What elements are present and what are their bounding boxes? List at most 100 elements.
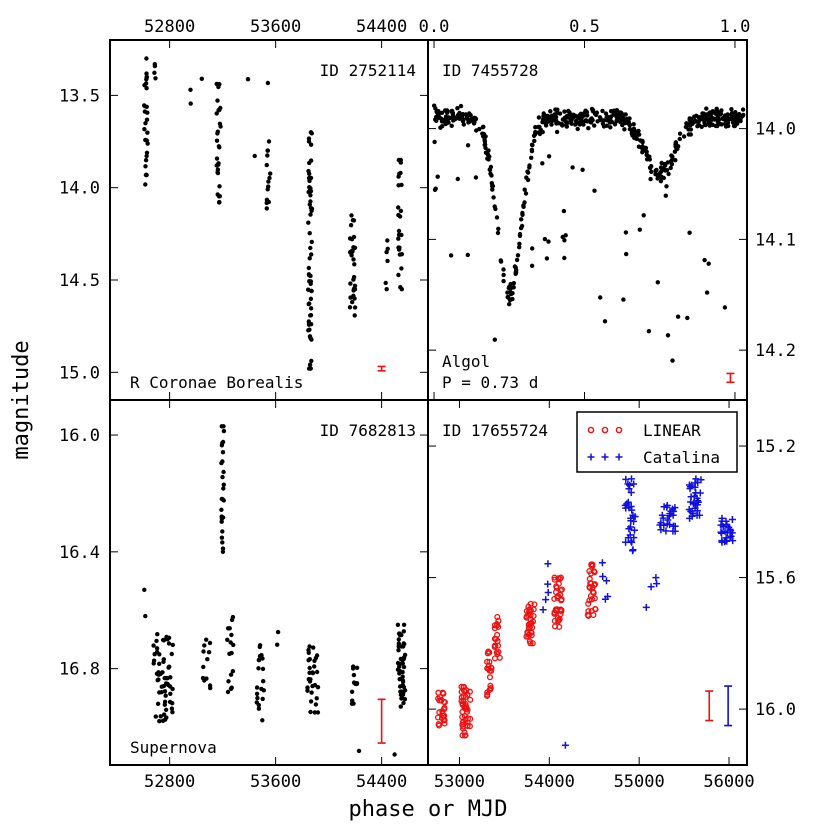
linear-point: [584, 611, 591, 619]
data-point: [257, 644, 262, 650]
data-point: [399, 182, 404, 188]
data-point: [688, 118, 693, 124]
data-point: [306, 328, 311, 333]
data-point: [646, 329, 652, 334]
legend-marker: [615, 453, 623, 461]
legend-marker: [601, 453, 609, 461]
data-point: [668, 165, 673, 171]
data-point: [268, 171, 273, 176]
catalina-point: [687, 507, 695, 515]
data-point: [687, 230, 692, 235]
data-point: [546, 239, 551, 244]
data-point: [455, 176, 460, 182]
data-point: [662, 163, 668, 168]
data-point: [308, 709, 313, 715]
data-point: [169, 706, 175, 711]
data-point: [306, 319, 311, 324]
data-point: [351, 277, 356, 282]
linear-point: [441, 717, 448, 724]
linear-point: [484, 692, 491, 699]
data-point: [220, 529, 225, 534]
data-point: [658, 179, 664, 184]
data-point: [166, 665, 171, 670]
x-tick-label: 54400: [356, 17, 407, 37]
data-point: [157, 719, 162, 724]
data-point: [573, 118, 579, 124]
data-point: [644, 157, 650, 162]
data-point: [731, 123, 737, 129]
data-point: [256, 666, 261, 671]
panel-id-label: ID 7682813: [320, 421, 416, 440]
data-point: [310, 670, 316, 676]
panel-bottom-left: 52800 53600 54400 16.0 16.4 16.8 ID 7682813 Sup…: [59, 399, 429, 792]
linear-point: [558, 608, 565, 615]
data-point: [396, 245, 401, 250]
legend: LINEAR Catalina: [576, 411, 738, 473]
data-point: [623, 230, 629, 235]
data-point: [163, 675, 169, 681]
data-point: [261, 688, 266, 693]
data-point: [622, 127, 627, 132]
data-point: [166, 641, 172, 646]
data-point: [144, 75, 150, 80]
data-point: [351, 218, 357, 223]
legend-label: Catalina: [643, 448, 720, 467]
data-point: [385, 246, 390, 251]
data-point: [306, 220, 311, 225]
catalina-point: [647, 583, 655, 591]
points-bottom-left: [142, 424, 408, 757]
data-point: [221, 482, 226, 487]
legend-label: LINEAR: [643, 421, 701, 440]
data-point: [494, 215, 500, 220]
data-point: [220, 540, 225, 545]
data-point: [649, 169, 654, 174]
data-point: [604, 118, 610, 123]
data-point: [401, 700, 406, 706]
data-point: [143, 81, 149, 86]
data-point: [644, 152, 650, 158]
data-point: [460, 119, 466, 124]
data-point: [557, 111, 563, 116]
linear-point: [440, 690, 447, 697]
linear-point: [486, 674, 494, 681]
data-point: [530, 246, 535, 251]
linear-point: [464, 691, 471, 698]
data-point: [592, 123, 597, 128]
data-point: [306, 650, 311, 655]
y-tick-label: 15.6: [755, 569, 796, 589]
catalina-point: [665, 512, 673, 520]
data-point: [432, 139, 437, 145]
data-point: [221, 469, 226, 475]
data-point: [261, 679, 266, 684]
data-point: [521, 204, 526, 209]
data-point: [695, 124, 700, 129]
data-point: [467, 119, 473, 124]
data-point: [396, 174, 401, 179]
data-point: [623, 112, 628, 117]
data-point: [307, 231, 312, 236]
data-point: [601, 124, 607, 129]
data-point: [496, 226, 501, 231]
data-point: [397, 684, 403, 689]
data-point: [254, 691, 260, 696]
linear-point: [585, 600, 592, 607]
data-point: [715, 111, 721, 116]
catalina-point: [652, 574, 660, 582]
data-point: [399, 266, 404, 271]
data-point: [228, 686, 234, 691]
data-point: [514, 257, 520, 263]
linear-point: [591, 595, 598, 602]
data-point: [457, 111, 462, 116]
linear-point: [554, 593, 561, 600]
data-point: [637, 227, 642, 232]
data-point: [154, 638, 159, 644]
y-tick-label: 16.0: [755, 700, 796, 720]
data-point: [219, 535, 225, 540]
data-point: [641, 213, 646, 218]
data-point: [582, 113, 587, 118]
linear-point: [530, 612, 537, 620]
data-point: [542, 236, 548, 242]
catalina-point: [686, 483, 694, 491]
catalina-point: [696, 489, 704, 497]
data-point: [199, 76, 204, 82]
